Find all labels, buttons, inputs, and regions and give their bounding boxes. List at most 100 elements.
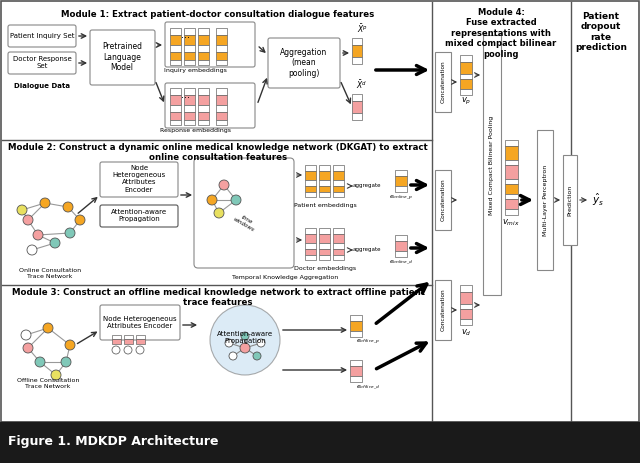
Text: Online Consultation
Trace Network: Online Consultation Trace Network [19, 268, 81, 279]
Text: Doctor Response
Set: Doctor Response Set [13, 56, 72, 69]
Bar [333, 171, 344, 180]
Circle shape [257, 339, 265, 347]
Circle shape [50, 238, 60, 248]
Bar [136, 335, 145, 339]
FancyBboxPatch shape [90, 30, 155, 85]
Bar [319, 228, 330, 234]
FancyBboxPatch shape [100, 205, 178, 227]
Circle shape [65, 340, 75, 350]
Circle shape [17, 205, 27, 215]
Text: Aggregation
(mean
pooling): Aggregation (mean pooling) [280, 48, 328, 78]
Bar [395, 241, 407, 251]
Text: $v_d$: $v_d$ [461, 328, 471, 338]
Circle shape [231, 195, 241, 205]
Text: Temporal Knowledge Aggregation: Temporal Knowledge Aggregation [232, 275, 338, 280]
Bar [395, 251, 407, 257]
Bar [305, 171, 316, 180]
Bar [170, 88, 181, 95]
Bar [124, 335, 133, 339]
Bar [460, 309, 472, 319]
Bar [319, 255, 330, 260]
Bar [184, 88, 195, 95]
Bar [435, 52, 451, 112]
Circle shape [240, 343, 250, 353]
Bar [319, 186, 330, 192]
Bar [352, 94, 362, 101]
Bar [505, 146, 518, 160]
Bar [216, 28, 227, 35]
Text: $\bar{X}^p$: $\bar{X}^p$ [356, 22, 367, 35]
Bar [483, 35, 501, 295]
Text: Concatenation: Concatenation [440, 61, 445, 103]
Bar [333, 234, 344, 243]
Bar [333, 255, 344, 260]
Bar [198, 105, 209, 112]
Text: Concatenation: Concatenation [440, 289, 445, 332]
Bar [305, 192, 316, 197]
Bar [216, 120, 227, 125]
Bar [124, 339, 133, 344]
Bar [216, 45, 227, 52]
Bar [505, 165, 518, 179]
Bar [395, 235, 407, 241]
Circle shape [33, 230, 43, 240]
Bar [216, 35, 227, 45]
Bar [537, 130, 553, 270]
Bar [460, 55, 472, 62]
Bar [305, 243, 316, 249]
Bar [170, 60, 181, 65]
Bar [198, 28, 209, 35]
Bar [216, 95, 227, 105]
Text: Doctor embeddings: Doctor embeddings [294, 266, 356, 271]
Bar [305, 228, 316, 234]
Text: $e_{offline\_p}$: $e_{offline\_p}$ [356, 338, 380, 346]
Bar [333, 243, 344, 249]
Bar [0, 422, 640, 463]
Circle shape [229, 352, 237, 360]
Circle shape [23, 343, 33, 353]
Bar [216, 88, 227, 95]
Circle shape [61, 357, 71, 367]
Bar [352, 57, 362, 64]
Text: $e_{offline\_d}$: $e_{offline\_d}$ [356, 383, 381, 391]
Text: ...: ... [182, 90, 191, 100]
Bar [198, 120, 209, 125]
Text: $e_{online\_d}$: $e_{online\_d}$ [389, 258, 413, 266]
Text: Offline Consultation
Trace Network: Offline Consultation Trace Network [17, 378, 79, 389]
Bar [352, 101, 362, 113]
Bar [319, 192, 330, 197]
Text: Inquiry embeddings: Inquiry embeddings [164, 68, 227, 73]
FancyBboxPatch shape [268, 38, 340, 88]
Circle shape [75, 215, 85, 225]
Bar [435, 170, 451, 230]
Circle shape [27, 245, 37, 255]
Text: Node Heterogeneous
Attributes Encoder: Node Heterogeneous Attributes Encoder [103, 315, 177, 329]
Bar [112, 339, 121, 344]
Bar [505, 140, 518, 146]
Bar [352, 38, 362, 45]
Bar [170, 28, 181, 35]
Text: $\bar{X}^d$: $\bar{X}^d$ [356, 78, 367, 91]
Bar [505, 194, 518, 199]
Text: Dialogue Data: Dialogue Data [14, 83, 70, 89]
Bar [395, 186, 407, 192]
FancyBboxPatch shape [165, 83, 255, 128]
Bar [352, 45, 362, 57]
Circle shape [207, 195, 217, 205]
Circle shape [43, 323, 53, 333]
Bar [395, 170, 407, 176]
Bar [333, 249, 344, 255]
Bar [216, 60, 227, 65]
Text: Response embeddings: Response embeddings [159, 128, 230, 133]
Text: $\hat{y}_s$: $\hat{y}_s$ [592, 192, 604, 208]
Text: Prediction: Prediction [568, 184, 573, 216]
Bar [460, 285, 472, 292]
Text: Module 1: Extract patient-doctor consultation dialogue features: Module 1: Extract patient-doctor consult… [61, 10, 374, 19]
Bar [170, 112, 181, 120]
FancyBboxPatch shape [194, 158, 294, 268]
Bar [319, 234, 330, 243]
Bar [350, 366, 362, 376]
Text: Module 3: Construct an offline medical knowledge network to extract offline pati: Module 3: Construct an offline medical k… [12, 288, 424, 307]
Bar [319, 180, 330, 186]
Text: $v_p$: $v_p$ [461, 96, 471, 107]
